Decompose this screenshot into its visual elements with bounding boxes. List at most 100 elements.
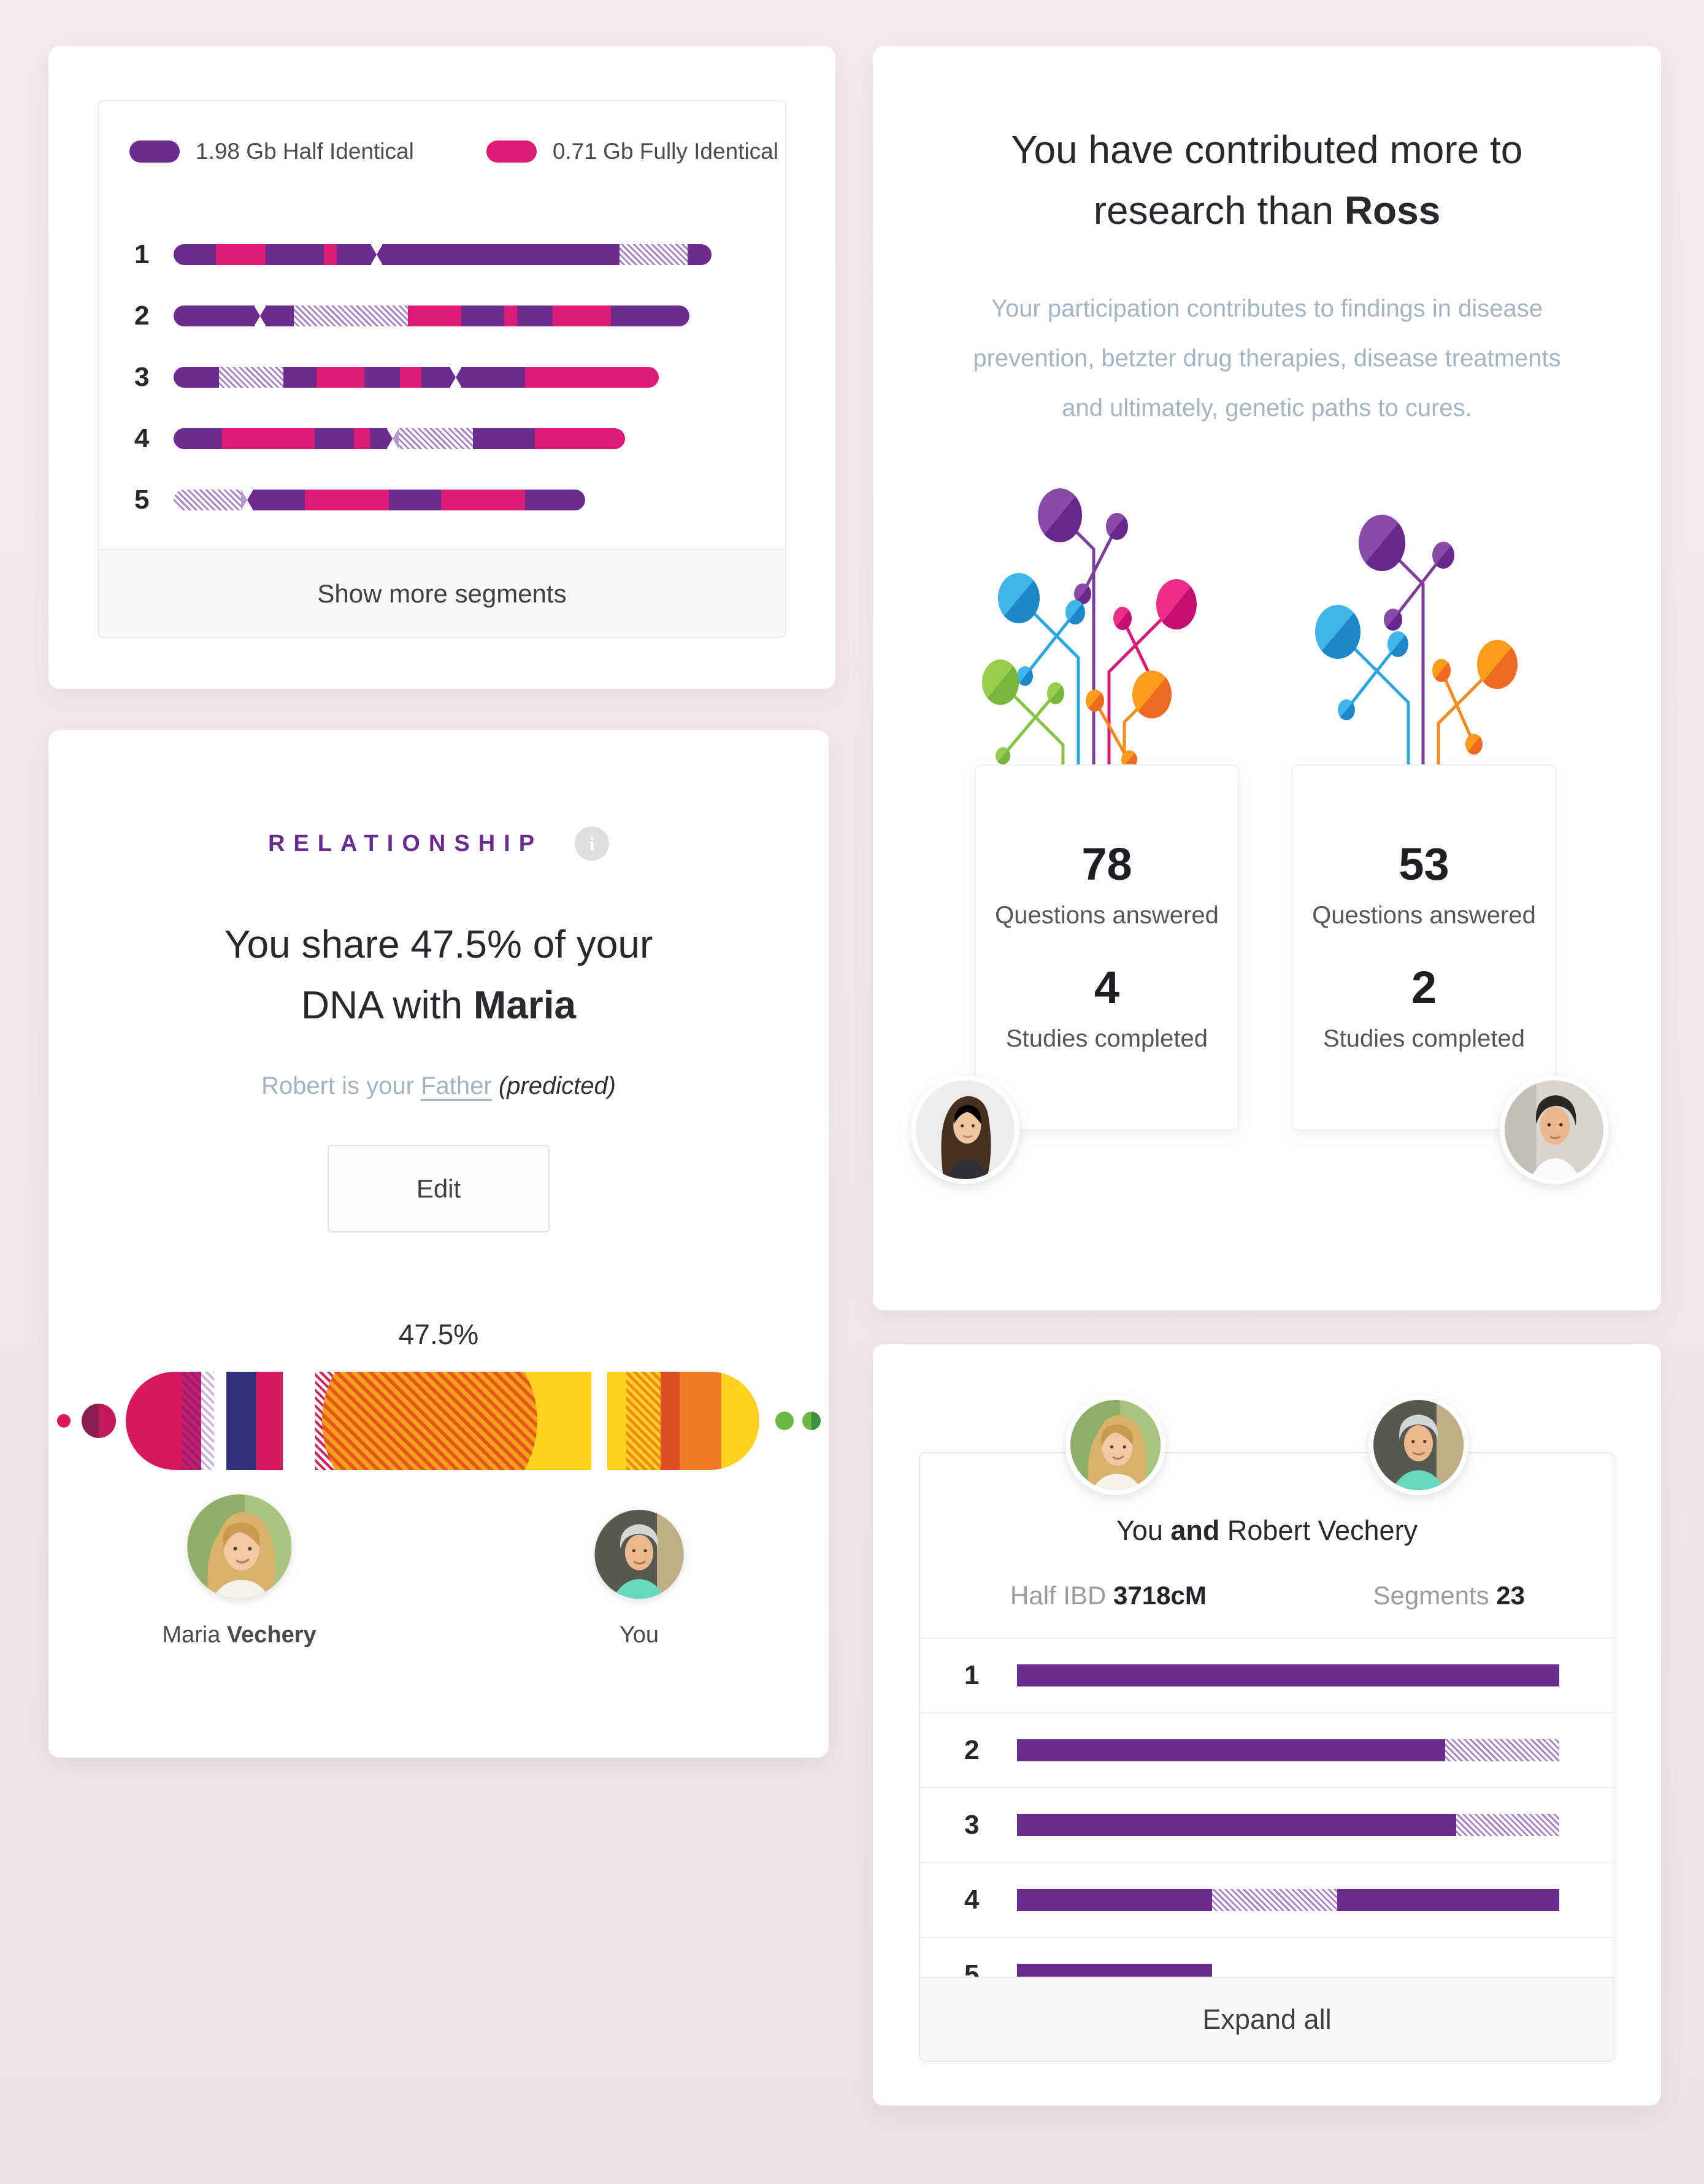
questions-answered-label: Questions answered xyxy=(1312,902,1536,929)
segment-half xyxy=(253,490,305,510)
decorative-dot-icon xyxy=(775,1412,794,1430)
ibd-comparison-card: You and Robert Vechery Half IBD 3718cM S… xyxy=(873,1344,1661,2105)
segment-half xyxy=(688,244,712,265)
segment-half xyxy=(174,428,222,449)
relationship-eyebrow: RELATIONSHIP xyxy=(267,830,543,856)
research-title-text: You have contributed more to research th… xyxy=(1011,128,1523,233)
segment-half xyxy=(473,428,535,449)
chromosome-row: 4 xyxy=(99,408,785,469)
segment-notch xyxy=(386,428,399,449)
edit-button[interactable]: Edit xyxy=(328,1145,550,1232)
segment-half xyxy=(421,367,450,388)
ibd-avatars xyxy=(873,1395,1661,1505)
chromosome-row: 3 xyxy=(920,1788,1614,1863)
segment-full xyxy=(215,244,266,265)
segment-half xyxy=(174,306,255,326)
segment-full xyxy=(504,306,517,326)
dna-bar-segment xyxy=(661,1372,680,1470)
show-more-segments-button[interactable]: Show more segments xyxy=(99,549,785,637)
expand-all-button[interactable]: Expand all xyxy=(920,1977,1614,2061)
segment-full xyxy=(221,428,315,449)
avatar-robert-vechery xyxy=(1368,1395,1469,1495)
half-identical-swatch-icon xyxy=(129,140,180,163)
chromosome-number: 4 xyxy=(964,1885,980,1915)
legend-label: 1.98 Gb Half Identical xyxy=(196,139,414,164)
chromosome-row: 1 xyxy=(920,1639,1614,1713)
person-maria: Maria Vechery xyxy=(162,1494,317,1648)
studies-completed-value: 2 xyxy=(1411,962,1437,1013)
segment-solid xyxy=(1017,1889,1213,1911)
chromosome-bar xyxy=(174,306,689,326)
chromosome-browser-card: 1.98 Gb Half Identical 0.71 Gb Fully Ide… xyxy=(48,46,835,689)
segment-half xyxy=(389,490,441,510)
your-contribution-stats: 78 Questions answered 4 Studies complete… xyxy=(975,764,1239,1131)
segment-solid xyxy=(1017,1814,1457,1836)
segment-half xyxy=(461,367,526,388)
chromosome-row: 5 xyxy=(920,1938,1614,1979)
segment-solid xyxy=(1017,1964,1213,1979)
segment-half xyxy=(382,244,620,265)
dna-bar-segment xyxy=(626,1372,661,1470)
segment-half xyxy=(525,490,585,510)
avatar-you xyxy=(1065,1395,1165,1495)
research-title: You have contributed more to research th… xyxy=(967,120,1568,241)
person-name: You xyxy=(619,1622,659,1648)
segment-solid xyxy=(1017,1664,1559,1686)
segment-half xyxy=(283,367,317,388)
segment-notch xyxy=(241,490,254,510)
segment-full xyxy=(525,367,659,388)
dna-bar-segment xyxy=(201,1372,215,1470)
chromosome-row: 4 xyxy=(920,1863,1614,1938)
chromosome-number: 1 xyxy=(134,239,150,269)
ibd-pair-title: You and Robert Vechery xyxy=(1116,1515,1418,1546)
headline-text: You share 47.5% of your DNA with xyxy=(224,922,653,1027)
person-name: Maria Vechery xyxy=(162,1622,317,1648)
segment-half xyxy=(369,428,388,449)
studies-completed-value: 4 xyxy=(1094,962,1120,1013)
ross-contribution-stats: 53 Questions answered 2 Studies complete… xyxy=(1292,764,1556,1131)
segment-nomatch xyxy=(293,306,408,326)
avatar-ross xyxy=(1500,1075,1608,1184)
research-title-name: Ross xyxy=(1344,188,1441,233)
father-link[interactable]: Father xyxy=(421,1072,492,1099)
contribution-tree-left-icon xyxy=(982,488,1197,764)
segment-half xyxy=(174,367,219,388)
ibd-panel: You and Robert Vechery Half IBD 3718cM S… xyxy=(919,1452,1615,2062)
segment-notch xyxy=(370,244,383,265)
chromosome-bar xyxy=(174,244,712,265)
segment-full xyxy=(400,367,421,388)
research-contribution-card: You have contributed more to research th… xyxy=(873,46,1661,1310)
chromosome-row: 1 xyxy=(99,224,785,285)
segment-solid xyxy=(1017,1739,1446,1761)
chromosome-number: 5 xyxy=(134,485,150,515)
dna-bar-segment xyxy=(607,1372,626,1470)
avatar-contributor-you xyxy=(911,1075,1019,1184)
chromosome-bar xyxy=(1017,1739,1559,1761)
chromosome-bar xyxy=(1017,1964,1559,1979)
segment-full xyxy=(323,244,337,265)
chromosome-legend: 1.98 Gb Half Identical 0.71 Gb Fully Ide… xyxy=(129,126,778,177)
chromosome-row: 2 xyxy=(99,285,785,347)
dna-bar-segment xyxy=(721,1372,759,1470)
segment-half xyxy=(461,306,505,326)
segment-nomatch xyxy=(218,367,283,388)
subline-prefix: Robert is your xyxy=(261,1072,421,1099)
dna-bar-segment xyxy=(125,1372,183,1470)
fully-identical-swatch-icon xyxy=(486,140,537,163)
chromosome-number: 1 xyxy=(964,1660,980,1690)
segment-hatch xyxy=(1212,1889,1337,1911)
relationship-people: Maria Vechery You xyxy=(48,1494,829,1678)
segment-hatch xyxy=(1456,1814,1559,1836)
segment-nomatch xyxy=(619,244,688,265)
segment-half xyxy=(337,244,372,265)
dna-bar-segment xyxy=(182,1372,202,1470)
decorative-dot-icon xyxy=(56,1414,71,1428)
questions-answered-value: 53 xyxy=(1399,839,1449,890)
headline-name: Maria xyxy=(473,983,577,1027)
chromosome-bar xyxy=(174,367,659,388)
contribution-tree-right-icon xyxy=(1315,515,1518,764)
segment-half xyxy=(314,428,355,449)
decorative-dot-icon xyxy=(802,1412,821,1430)
info-icon[interactable]: i xyxy=(575,826,610,861)
segment-full xyxy=(552,306,611,326)
